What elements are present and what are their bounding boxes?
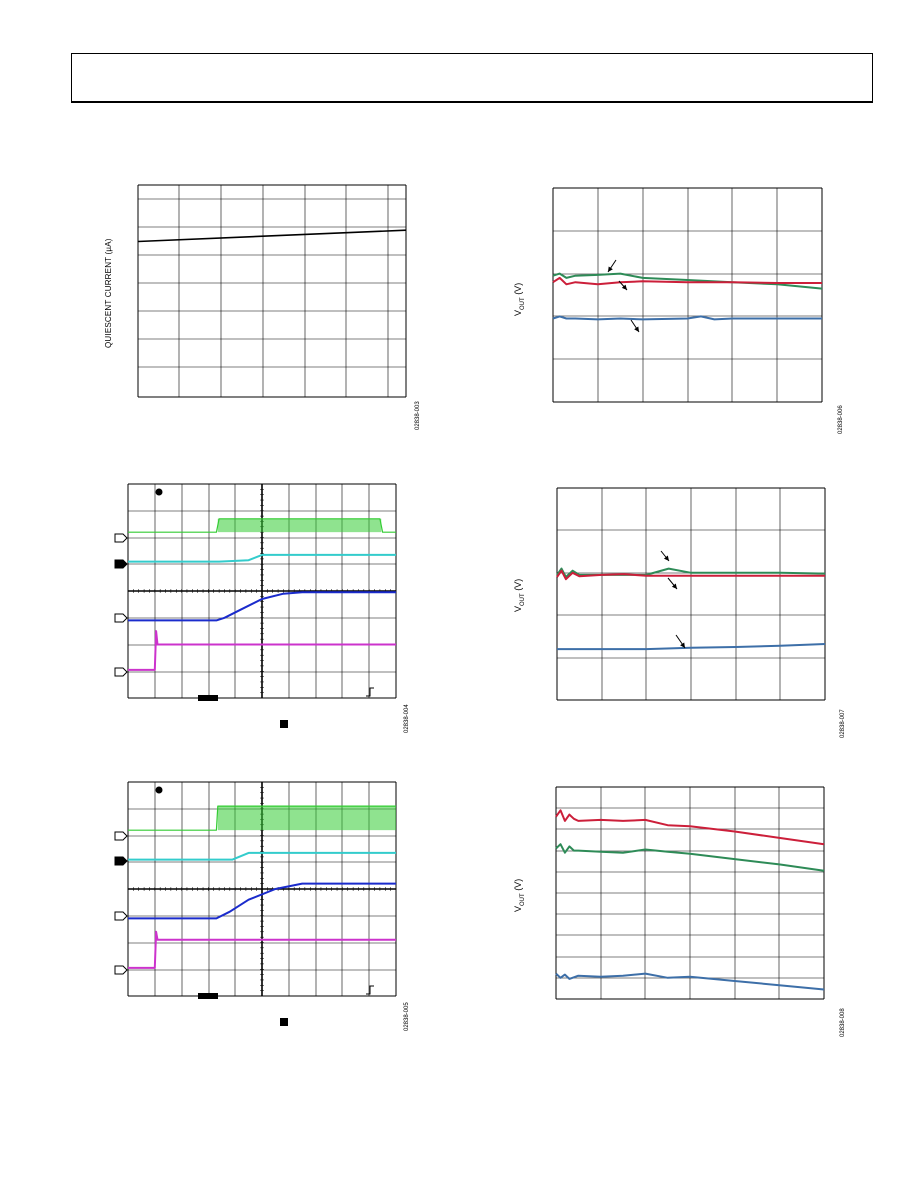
series-line	[557, 643, 826, 651]
vout-chart-c	[555, 786, 825, 1000]
channel-marker-shape	[114, 533, 128, 543]
annotation-arrow	[607, 259, 617, 273]
channel-marker-shape	[114, 613, 128, 623]
figure-code-5: 02838-005	[404, 1002, 410, 1031]
series-line	[555, 809, 825, 846]
series-noise-band	[217, 518, 382, 533]
quiescent-current-ylabel: QUIESCENT CURRENT (µA)	[104, 238, 113, 348]
quiescent-current-chart	[137, 184, 407, 398]
channel-marker-shape	[114, 856, 128, 866]
scope-marker-square	[280, 720, 288, 728]
series-line	[128, 630, 396, 671]
annotation-arrow-head	[680, 642, 685, 648]
timebase-marker	[198, 695, 218, 701]
annotation-arrow-head	[671, 583, 677, 589]
trigger-position-marker	[155, 786, 163, 794]
channel-marker-shape	[114, 831, 128, 841]
figure-code-1: 02838-003	[415, 401, 421, 430]
trigger-edge-icon	[366, 687, 374, 697]
annotation-arrow	[675, 634, 686, 649]
scope-capture-2	[127, 781, 397, 999]
series-line	[555, 843, 825, 872]
channel-marker-shape	[114, 559, 128, 569]
annotation-arrow-head	[621, 284, 627, 290]
trigger-edge-icon	[366, 985, 374, 995]
annotation-arrow-head	[663, 555, 669, 561]
vout-ylabel-c: VOUT (V)	[513, 878, 526, 912]
series-noise-band	[217, 806, 396, 831]
annotation-arrow-head	[608, 266, 613, 272]
trigger-position-marker	[155, 488, 163, 496]
scope-marker-square	[280, 1018, 288, 1026]
series-line	[556, 569, 825, 581]
channel-marker-shape	[114, 965, 128, 975]
series-line	[128, 591, 396, 622]
timebase-marker	[198, 993, 218, 999]
series-line	[552, 315, 822, 321]
annotation-arrow-head	[634, 326, 639, 332]
channel-marker-shape	[114, 911, 128, 921]
vout-ylabel-b: VOUT (V)	[513, 578, 526, 612]
series-line	[137, 229, 407, 243]
series-line	[552, 272, 823, 290]
figure-code-6: 02838-008	[840, 1008, 846, 1037]
figure-code-2: 02838-006	[838, 405, 844, 434]
series-line	[128, 553, 396, 563]
series-line	[128, 930, 396, 969]
vout-ylabel-a: VOUT (V)	[513, 282, 526, 316]
annotation-arrow	[618, 280, 628, 291]
figure-code-3: 02838-004	[404, 704, 410, 733]
vout-chart-a	[552, 187, 823, 403]
annotation-arrow	[660, 550, 670, 562]
annotation-arrow	[667, 577, 678, 590]
series-line	[128, 851, 396, 861]
scope-capture-1	[127, 483, 397, 701]
annotation-arrow	[630, 319, 640, 333]
series-line	[555, 972, 825, 991]
series-line	[128, 882, 396, 920]
vout-chart-b	[556, 487, 826, 701]
channel-marker-shape	[114, 667, 128, 677]
series-line	[552, 276, 822, 286]
page-header-box	[71, 53, 873, 103]
figure-code-4: 02838-007	[840, 709, 846, 738]
